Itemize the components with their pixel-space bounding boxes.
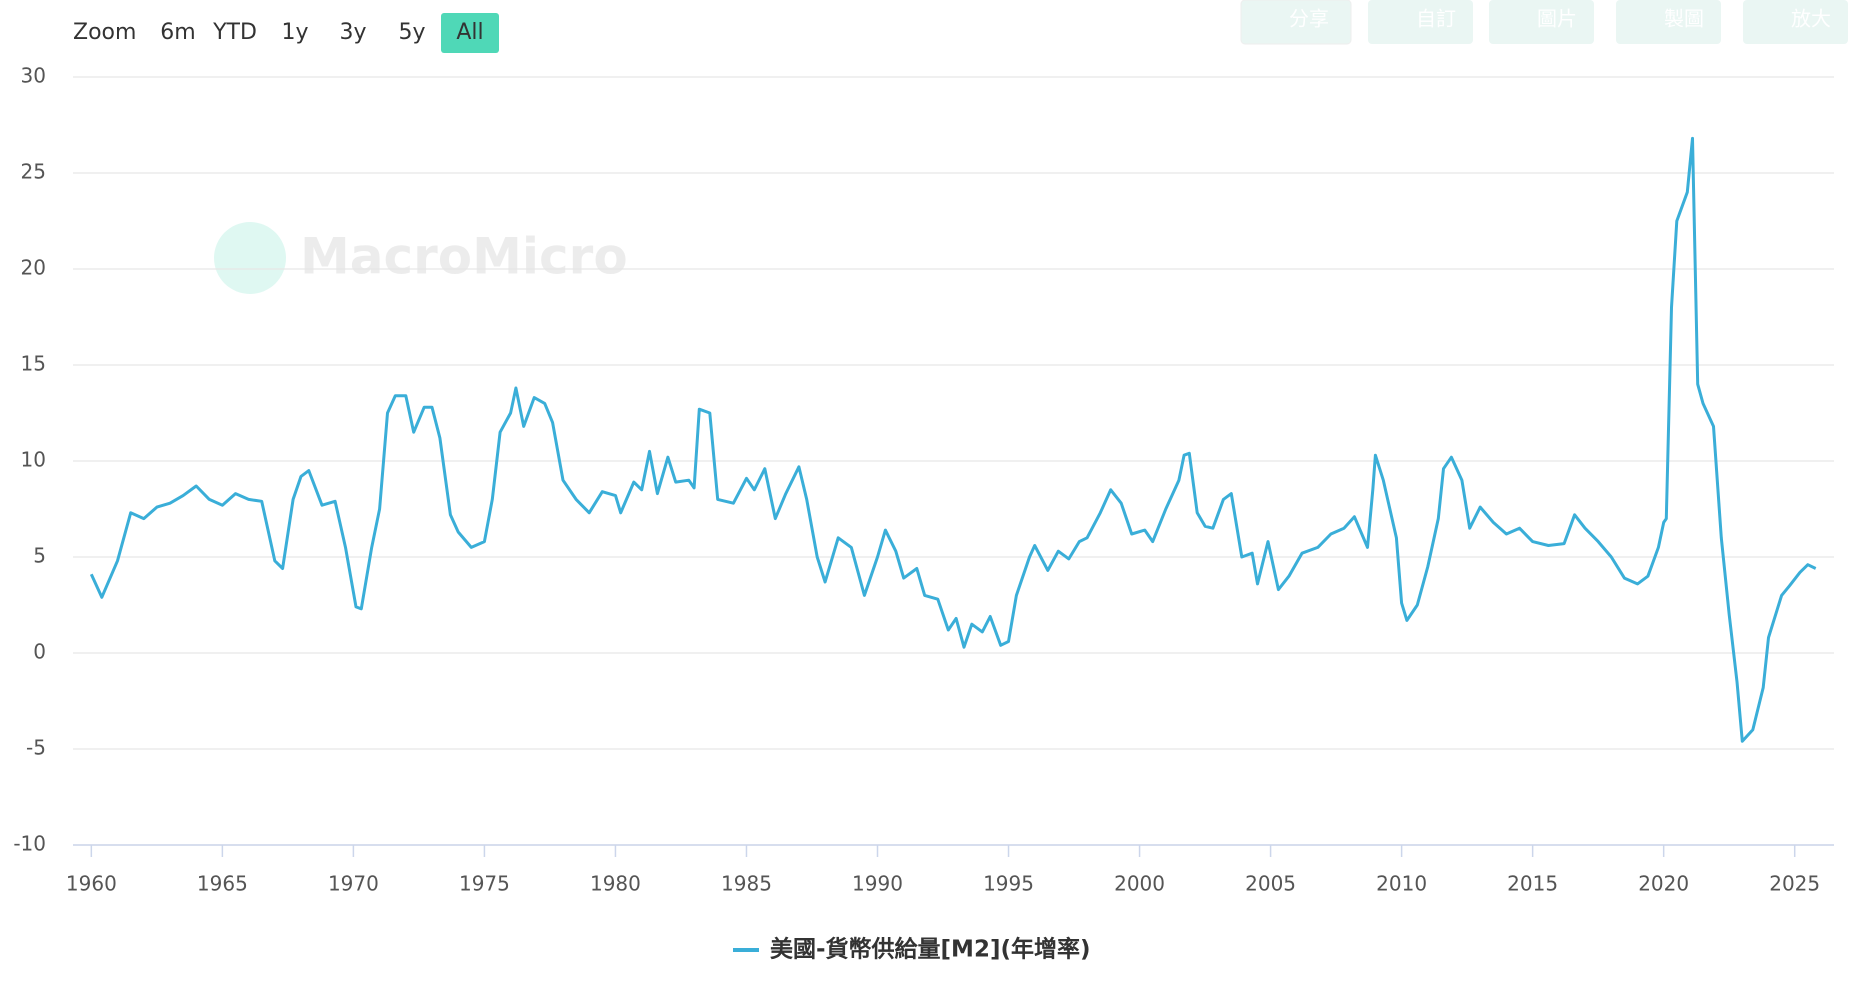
y-tick-label: 30: [21, 64, 46, 88]
line-series: [89, 136, 1817, 743]
range-button[interactable]: 6m: [160, 20, 195, 45]
tool-button[interactable]: 製圖: [1616, 0, 1721, 44]
x-tick-label: 1980: [590, 872, 641, 896]
x-tick-label: 2020: [1638, 872, 1689, 896]
tool-button-bg: [1616, 0, 1721, 44]
range-button-label: 6m: [160, 20, 195, 45]
zoom-label: Zoom: [73, 20, 136, 45]
tool-button-bg: [1743, 0, 1848, 44]
x-tick-label: 1990: [852, 872, 903, 896]
tool-button-bg: [1368, 0, 1473, 44]
x-tick-label: 1965: [197, 872, 248, 896]
x-tick-label: 2010: [1376, 872, 1427, 896]
range-button[interactable]: YTD: [212, 20, 257, 45]
y-tick-label: -10: [13, 832, 46, 856]
tool-button-label: 分享: [1289, 7, 1329, 31]
x-tick-label: 1960: [66, 872, 117, 896]
range-button-label: 5y: [398, 20, 425, 45]
watermark-logo: [214, 222, 286, 294]
legend-label: 美國-貨幣供給量[M2](年增率): [770, 936, 1090, 963]
tool-button-bg: [1240, 0, 1352, 45]
y-tick-label: 25: [21, 160, 46, 184]
tool-button[interactable]: 圖片: [1489, 0, 1594, 44]
tool-button[interactable]: 分享: [1240, 0, 1352, 45]
range-button[interactable]: All: [441, 13, 499, 53]
range-button-label: All: [456, 20, 483, 45]
x-tick-label: 1985: [721, 872, 772, 896]
x-tick-label: 1995: [983, 872, 1034, 896]
x-tick-label: 1975: [459, 872, 510, 896]
y-tick-label: 10: [21, 448, 46, 472]
y-tick-label: 5: [33, 544, 46, 568]
x-tick-label: 2025: [1769, 872, 1820, 896]
y-tick-label: 15: [21, 352, 46, 376]
y-tick-label: 0: [33, 640, 46, 664]
tool-button-label: 製圖: [1664, 7, 1704, 31]
tool-button[interactable]: 放大: [1743, 0, 1848, 44]
watermark: MacroMicro: [300, 228, 628, 286]
range-button-bg: [441, 13, 499, 53]
range-button[interactable]: 1y: [281, 20, 308, 45]
legend-item[interactable]: 美國-貨幣供給量[M2](年增率): [733, 936, 1090, 963]
range-button-label: 1y: [281, 20, 308, 45]
tool-button-bg: [1489, 0, 1594, 44]
range-button-label: YTD: [212, 20, 257, 45]
range-button-label: 3y: [339, 20, 366, 45]
tool-button-label: 放大: [1791, 7, 1831, 31]
tool-button-label: 圖片: [1537, 7, 1577, 31]
x-tick-label: 1970: [328, 872, 379, 896]
x-tick-label: 2000: [1114, 872, 1165, 896]
x-tick-label: 2015: [1507, 872, 1558, 896]
tool-button-label: 自訂: [1416, 7, 1456, 31]
x-tick-label: 2005: [1245, 872, 1296, 896]
y-tick-label: 20: [21, 256, 46, 280]
range-button[interactable]: 5y: [398, 20, 425, 45]
range-button[interactable]: 3y: [339, 20, 366, 45]
tool-button[interactable]: 自訂: [1368, 0, 1473, 44]
y-tick-label: -5: [26, 736, 46, 760]
